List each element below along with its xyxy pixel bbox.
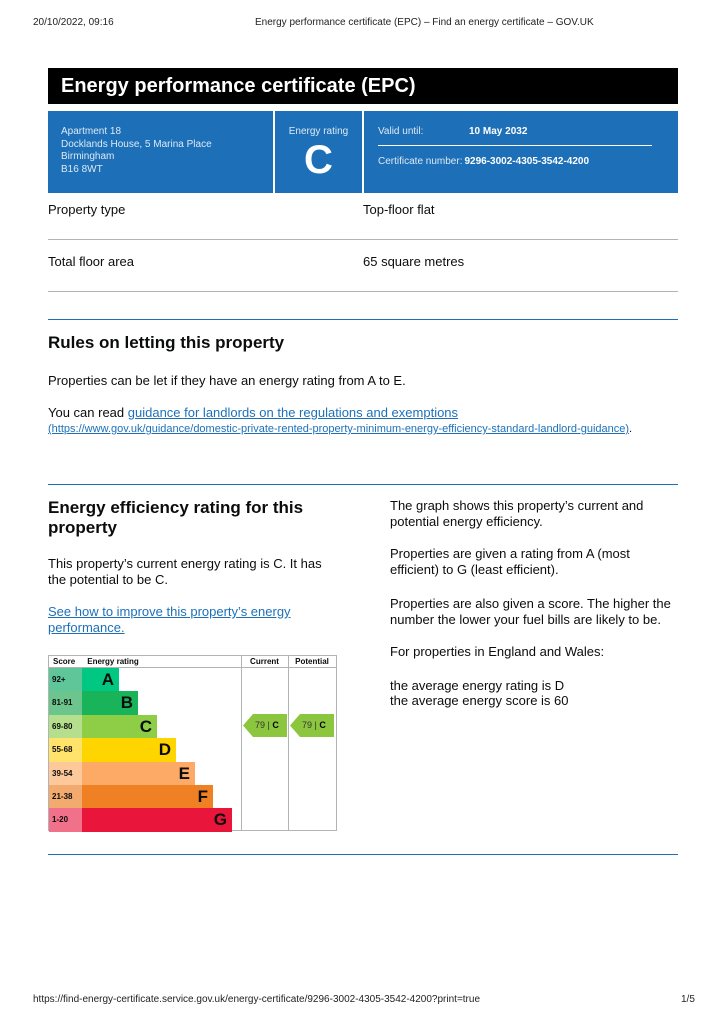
- improve-performance-link[interactable]: See how to improve this property’s energ…: [48, 604, 291, 635]
- band-score-b: 81-91: [49, 691, 82, 715]
- energy-rating-value: C: [304, 138, 333, 182]
- text: .: [629, 423, 633, 435]
- average-score: the average energy score is 60: [390, 693, 569, 708]
- floor-area-value: 65 square metres: [363, 254, 465, 269]
- potential-letter: C: [319, 720, 326, 730]
- divider: [288, 656, 289, 830]
- rating-explanation: Properties are given a rating from A (mo…: [390, 546, 630, 577]
- efficiency-heading: Energy efficiency rating for this proper…: [48, 498, 304, 537]
- score-explanation: Properties are also given a score. The h…: [390, 596, 671, 627]
- divider: [378, 145, 652, 146]
- energy-rating-chart: Score Energy rating Current Potential 79 …: [48, 655, 337, 832]
- divider: [241, 656, 242, 830]
- print-url: https://find-energy-certificate.service.…: [33, 994, 481, 1005]
- floor-area-row: Total floor area 65 square metres: [48, 240, 678, 292]
- valid-until-date: 10 May 2032: [469, 126, 528, 137]
- address-line: Apartment 18: [61, 126, 122, 137]
- property-type-label: Property type: [48, 202, 126, 217]
- property-type-value: Top-floor flat: [363, 202, 435, 217]
- band-bar-b: B: [82, 691, 138, 715]
- rating-header: Energy rating: [87, 657, 139, 666]
- band-score-a: 92+: [49, 668, 82, 692]
- certificate-number: 9296-3002-4305-3542-4200: [464, 156, 590, 167]
- letting-guidance: You can read guidance for landlords on t…: [48, 405, 648, 437]
- floor-area-label: Total floor area: [48, 254, 134, 269]
- certificate-details: Valid until: 10 May 2032 Certificate numb…: [364, 111, 678, 193]
- current-header: Current: [241, 656, 288, 668]
- print-datetime: 20/10/2022, 09:16: [33, 17, 114, 28]
- print-page-number: 1/5: [681, 994, 695, 1005]
- letting-heading: Rules on letting this property: [48, 333, 285, 352]
- letting-text: Properties can be let if they have an en…: [48, 373, 406, 388]
- section-divider: [48, 854, 678, 855]
- potential-score: 79: [302, 720, 313, 730]
- band-score-g: 1-20: [49, 808, 82, 832]
- band-bar-e: E: [82, 761, 195, 785]
- address-line: B16 8WT: [61, 163, 103, 175]
- address: Apartment 18 Docklands House, 5 Marina P…: [48, 111, 273, 193]
- certificate-number-label: Certificate number:: [378, 156, 463, 167]
- band-bar-a: A: [82, 668, 119, 692]
- average-rating: the average energy rating is D: [390, 678, 565, 693]
- band-score-c: 69-80: [49, 714, 82, 739]
- band-bar-f: F: [82, 785, 213, 809]
- band-score-e: 39-54: [49, 761, 82, 785]
- potential-rating-arrow: 79 | C: [290, 714, 334, 737]
- section-divider: [48, 319, 678, 320]
- efficiency-text: This property’s current energy rating is…: [48, 556, 322, 587]
- energy-rating-label: Energy rating: [288, 126, 349, 137]
- band-score-f: 21-38: [49, 785, 82, 809]
- current-score: 79: [255, 720, 266, 730]
- current-rating-arrow: 79 | C: [243, 714, 287, 737]
- page-title: Energy performance certificate (EPC): [48, 68, 678, 104]
- property-type-row: Property type Top-floor flat: [48, 188, 678, 240]
- landlord-guidance-link[interactable]: guidance for landlords on the regulation…: [127, 405, 459, 420]
- text: You can read: [48, 405, 128, 420]
- valid-until-label: Valid until:: [378, 126, 424, 137]
- england-wales-text: For properties in England and Wales:: [390, 644, 605, 659]
- address-line: Docklands House, 5 Marina Place: [61, 138, 212, 150]
- address-line: Birmingham: [61, 151, 115, 162]
- band-score-d: 55-68: [49, 738, 82, 762]
- landlord-guidance-url-link[interactable]: (https://www.gov.uk/guidance/domestic-pr…: [48, 423, 630, 435]
- potential-header: Potential: [288, 656, 336, 668]
- print-page-title: Energy performance certificate (EPC) – F…: [255, 17, 594, 28]
- energy-rating-box: Energy rating C: [275, 111, 362, 193]
- band-bar-d: D: [82, 738, 176, 762]
- band-bar-g: G: [82, 808, 232, 832]
- score-header-text: Score: [53, 657, 76, 666]
- current-letter: C: [272, 720, 279, 730]
- graph-explanation: The graph shows this property’s current …: [390, 498, 644, 529]
- band-bar-c: C: [82, 714, 157, 739]
- section-divider: [48, 484, 678, 485]
